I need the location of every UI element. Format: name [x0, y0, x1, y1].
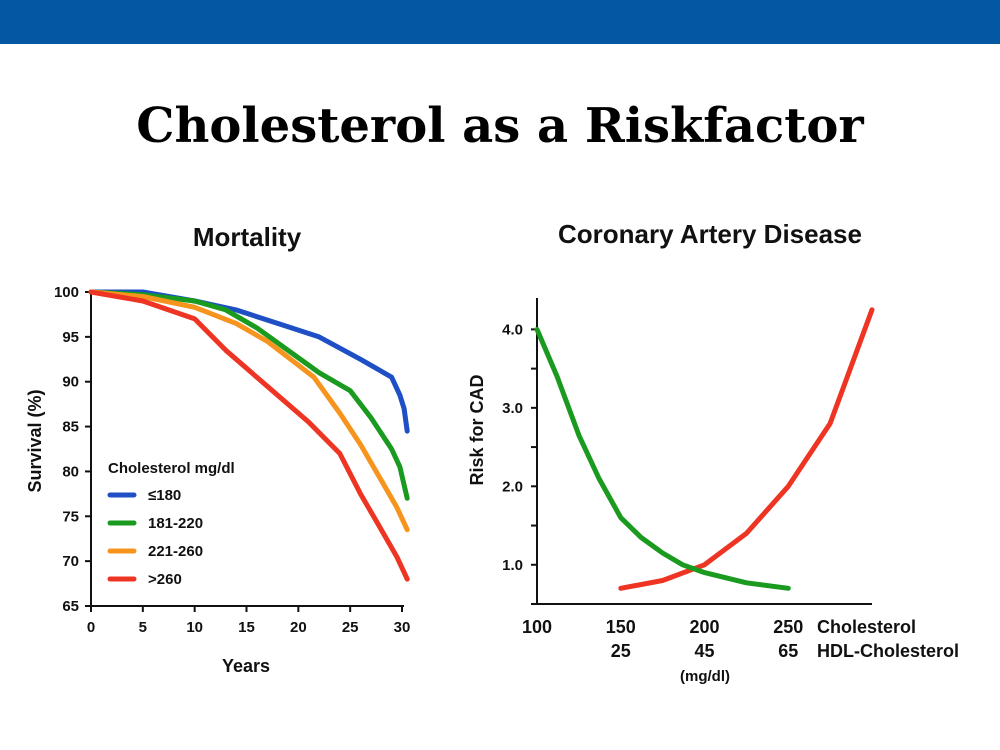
mortality-y-tick-label: 85 [62, 419, 79, 436]
mortality-series [88, 289, 410, 582]
mortality-chart-title: Mortality [193, 222, 302, 252]
cad-cholesterol-tick-label: 150 [606, 617, 636, 637]
cad-cholesterol-tick-label: 100 [522, 617, 552, 637]
cad-y-tick-label: 3.0 [502, 400, 523, 417]
cad-series-line-cholesterol [618, 307, 875, 591]
cad-series-line-hdl-cholesterol [534, 326, 791, 591]
cad-y-tick-label: 1.0 [502, 557, 523, 574]
legend-label: 181-220 [148, 515, 203, 532]
mortality-y-tick-label: 95 [62, 329, 79, 346]
cad-series [534, 307, 875, 591]
legend-label: 221-260 [148, 543, 203, 560]
mortality-x-tick-label: 15 [238, 619, 255, 636]
mortality-y-tick-label: 80 [62, 463, 79, 480]
cad-hdl-tick-label: 25 [611, 641, 631, 661]
mortality-series-line-221-260 [88, 289, 410, 533]
cad-cholesterol-tick-label: 250 [773, 617, 803, 637]
mortality-legend: Cholesterol mg/dl ≤180 181-220 221-260 >260 [107, 460, 235, 588]
mortality-x-label: Years [222, 656, 270, 676]
mortality-x-tick-label: 25 [342, 619, 359, 636]
mortality-x-tick-label: 10 [186, 619, 203, 636]
cad-x-unit: (mg/dl) [680, 668, 730, 685]
mortality-x-tick-label: 20 [290, 619, 307, 636]
mortality-y-tick-label: 75 [62, 508, 79, 525]
cad-ticks: 1.0 2.0 3.0 4.0 100 150 200 250 25 45 65 [502, 321, 803, 661]
mortality-series-line-260 [88, 289, 410, 582]
mortality-x-tick-label: 30 [394, 619, 411, 636]
cad-x-axis-name-cholesterol: Cholesterol [817, 617, 916, 637]
mortality-series-line-180 [88, 289, 410, 434]
cad-hdl-tick-label: 65 [778, 641, 798, 661]
cad-y-tick-label: 2.0 [502, 478, 523, 495]
mortality-ticks: 65 70 75 80 85 90 95 100 0 5 10 15 20 25 30 [54, 284, 410, 636]
legend-label: ≤180 [148, 487, 181, 504]
cad-y-label: Risk for CAD [467, 374, 487, 485]
mortality-x-tick-label: 5 [139, 619, 147, 636]
header-bar [0, 0, 1000, 44]
cad-chart-title: Coronary Artery Disease [558, 219, 862, 249]
cad-y-tick-label: 4.0 [502, 321, 523, 338]
mortality-series-line-181-220 [88, 289, 410, 501]
cad-x-axis-name-hdl: HDL-Cholesterol [817, 641, 959, 661]
legend-title: Cholesterol mg/dl [108, 460, 235, 477]
slide-title: Cholesterol as a Riskfactor [136, 98, 864, 154]
cad-chart: Coronary Artery Disease Risk for CAD (mg… [467, 219, 959, 685]
mortality-y-label: Survival (%) [25, 389, 45, 492]
mortality-chart: Mortality Years Survival (%) 65 70 75 80 85 9… [25, 222, 410, 676]
mortality-y-tick-label: 70 [62, 553, 79, 570]
mortality-y-tick-label: 65 [62, 598, 79, 615]
mortality-x-tick-label: 0 [87, 619, 95, 636]
mortality-y-tick-label: 100 [54, 284, 79, 301]
legend-items: ≤180 181-220 221-260 >260 [107, 487, 203, 588]
cad-hdl-tick-label: 45 [694, 641, 714, 661]
legend-label: >260 [148, 571, 182, 588]
mortality-y-tick-label: 90 [62, 374, 79, 391]
cad-cholesterol-tick-label: 200 [689, 617, 719, 637]
